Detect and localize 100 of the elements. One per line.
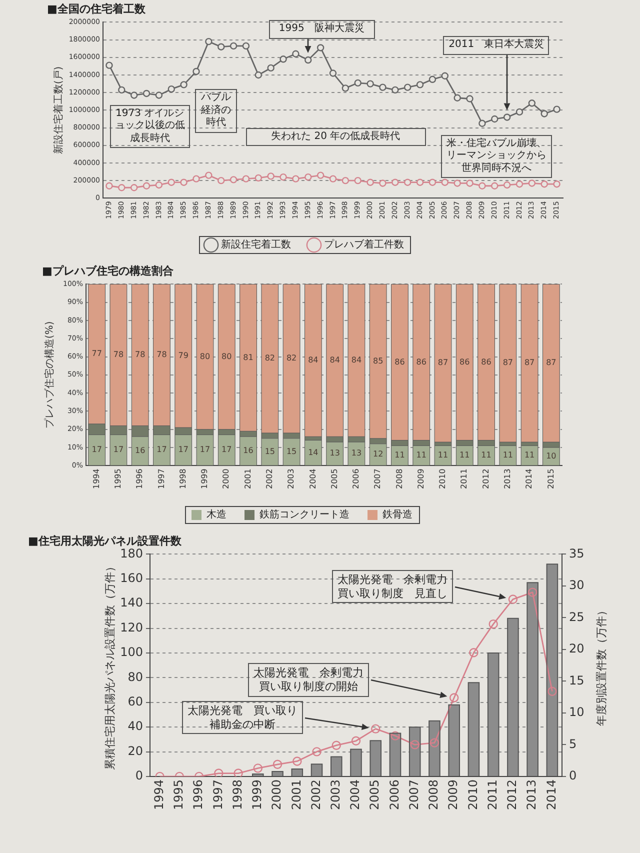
data-label: 84	[351, 355, 362, 364]
point	[304, 56, 312, 64]
point	[312, 747, 322, 756]
y2-tick-label: 25	[569, 610, 584, 624]
point	[478, 182, 486, 190]
point	[230, 42, 238, 50]
x-tick-label: 2003	[286, 468, 296, 489]
x-tick-label: 2009	[446, 779, 460, 810]
point	[441, 178, 448, 186]
point	[553, 180, 560, 188]
data-label: 78	[134, 350, 146, 360]
chart-title: ■住宅用太陽光パネル設置件数	[28, 534, 182, 548]
x-tick-label: 2004	[348, 779, 362, 810]
x-tick-label: 2007	[406, 779, 421, 810]
data-label: 82	[264, 354, 276, 363]
data-label: 11	[524, 450, 535, 460]
x-tick-label: 1996	[191, 779, 206, 810]
y2-axis-title: 年度別設置件数（万件）	[594, 604, 608, 726]
legend-label: 新設住宅着工数	[221, 238, 291, 251]
point	[342, 176, 350, 184]
point	[192, 68, 200, 76]
x-tick-label: 2006	[387, 779, 402, 810]
x-tick-label: 2009	[416, 468, 426, 489]
annotation: 1995 阪神大震災	[268, 20, 375, 39]
point	[354, 176, 362, 184]
data-label: 12	[372, 450, 384, 459]
chart-title: ■プレハブ住宅の構造割合	[42, 264, 174, 278]
point	[528, 100, 536, 107]
point	[118, 86, 126, 94]
point	[503, 114, 511, 121]
point	[218, 43, 225, 50]
point	[205, 172, 212, 179]
point	[130, 92, 138, 99]
x-tick-label: 2006	[352, 468, 361, 489]
x-tick-label: 2001	[289, 779, 304, 810]
point	[106, 182, 113, 190]
annotation: 太陽光発電 買い取り補助金の中断	[182, 700, 304, 734]
point	[371, 724, 380, 734]
data-label: 77	[92, 349, 102, 358]
data-label: 17	[178, 445, 188, 454]
data-label: 81	[243, 352, 254, 362]
y-tick-label: 40	[128, 719, 143, 734]
data-label: 11	[502, 450, 514, 460]
y2-tick-label: 35	[569, 546, 584, 560]
x-tick-label: 2014	[544, 779, 558, 810]
x-tick-label: 1994	[152, 779, 166, 810]
data-label: 11	[438, 450, 448, 460]
data-label: 87	[546, 358, 556, 368]
point	[379, 180, 386, 187]
x-tick-label: 2005	[368, 779, 382, 810]
data-label: 11	[416, 450, 426, 460]
point	[416, 178, 424, 186]
point	[488, 619, 498, 629]
point	[441, 72, 448, 80]
data-label: 87	[524, 358, 535, 368]
point	[469, 648, 478, 658]
point	[466, 180, 474, 187]
data-label: 79	[178, 350, 188, 360]
data-label: 17	[222, 445, 232, 454]
legend-label: 木造	[206, 508, 226, 521]
y-axis-title: 新設住宅着工数(戸)	[52, 66, 65, 154]
x-tick-label: 2000	[270, 779, 284, 810]
point	[192, 175, 200, 182]
point	[454, 180, 461, 187]
data-label: 80	[200, 352, 210, 361]
data-label: 15	[264, 446, 276, 456]
point	[404, 84, 412, 91]
point	[142, 90, 150, 98]
data-label: 17	[156, 445, 167, 454]
point	[180, 178, 188, 186]
annotation: 太陽光発電 余剰電力買い取り制度の開始	[248, 663, 370, 697]
point	[292, 175, 300, 182]
data-label: 16	[243, 446, 254, 456]
annotation: 米・住宅バブル崩壊、リーマンショックから世界同時不況へ	[441, 134, 552, 178]
point	[390, 731, 400, 740]
data-label: 86	[416, 357, 426, 366]
annotation: 2011 東日本大震災	[443, 36, 550, 55]
point	[230, 176, 238, 184]
data-label: 15	[286, 446, 297, 456]
point	[329, 70, 337, 77]
point	[130, 184, 138, 192]
x-tick-label: 1995	[114, 468, 123, 489]
point	[267, 172, 274, 180]
point	[272, 760, 282, 769]
y-tick-label: 180	[120, 546, 143, 560]
x-tick-label: 2015	[546, 468, 556, 489]
x-tick-label: 1997	[210, 779, 225, 810]
point	[280, 56, 287, 63]
x-tick-label: 2001	[243, 468, 252, 489]
x-tick-label: 2005	[330, 468, 339, 489]
y-tick-label: 60	[128, 694, 143, 708]
point	[548, 686, 557, 696]
y-tick-label: 140	[120, 596, 143, 610]
data-label: 16	[134, 446, 146, 456]
y-tick-label: 0	[135, 768, 143, 783]
x-tick-label: 1994	[92, 468, 101, 489]
chart-title: ■全国の住宅着工数	[47, 2, 146, 16]
x-tick-label: 2000	[222, 468, 231, 489]
point	[267, 64, 274, 72]
point	[234, 768, 243, 776]
